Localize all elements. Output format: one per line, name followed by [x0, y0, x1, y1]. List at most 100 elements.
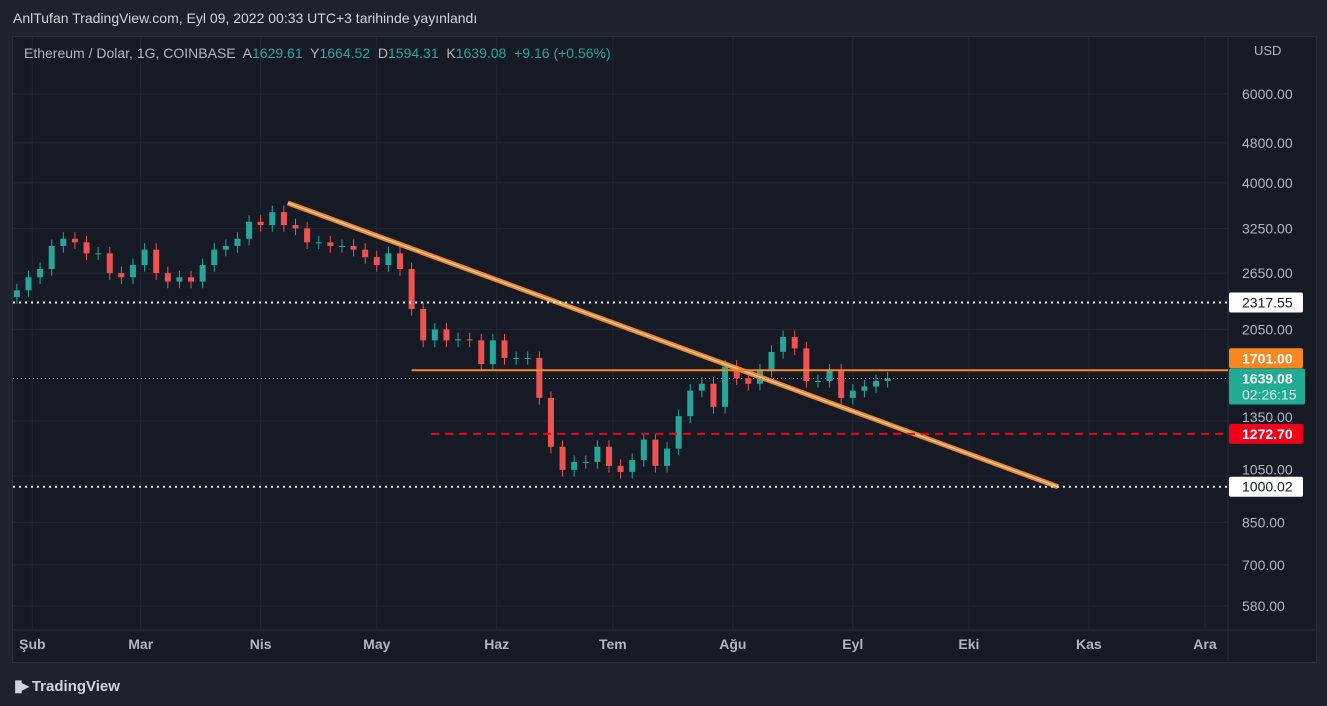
trendline	[287, 202, 1059, 488]
candle-body	[71, 238, 78, 243]
close-label: K	[446, 45, 456, 61]
candle-body	[118, 273, 125, 278]
candle-body	[338, 245, 345, 247]
candle-body	[257, 221, 264, 226]
y-tick-label: 1350.00	[1242, 409, 1293, 425]
x-tick-label: Nis	[250, 636, 272, 652]
candle-body	[675, 416, 682, 449]
symbol-legend: Ethereum / Dolar, 1G, COINBASE A1629.61 …	[24, 45, 611, 61]
candle-body	[176, 277, 183, 282]
high-value: 1664.52	[319, 45, 371, 61]
y-tick-label: 850.00	[1242, 514, 1285, 530]
y-tick-label: 4000.00	[1242, 175, 1293, 191]
price-label-box	[1229, 292, 1303, 313]
candle-body	[315, 242, 322, 244]
candle-body	[838, 370, 845, 398]
candle-body	[199, 265, 206, 282]
candle-body	[478, 340, 485, 365]
candle-body	[571, 461, 578, 470]
y-tick-label: 3250.00	[1242, 220, 1293, 236]
candle-body	[617, 465, 624, 472]
y-tick-label: 700.00	[1242, 557, 1285, 573]
candle-body	[559, 446, 566, 470]
candle-body	[547, 397, 554, 447]
open-label: A	[242, 45, 252, 61]
candle-body	[513, 357, 520, 359]
symbol-title[interactable]: Ethereum / Dolar, 1G, COINBASE	[24, 45, 236, 61]
price-label-box	[1229, 368, 1305, 405]
y-tick-label: 2050.00	[1242, 321, 1293, 337]
candle-body	[304, 228, 311, 243]
candle-body	[106, 253, 113, 274]
candle-body	[780, 337, 787, 352]
candle-body	[385, 253, 392, 266]
countdown-label: 02:26:15	[1242, 386, 1297, 402]
candle-body	[408, 269, 415, 309]
price-label-box	[1229, 476, 1303, 497]
price-label: 1639.08	[1242, 370, 1293, 386]
candle-body	[269, 212, 276, 226]
candle-body	[873, 381, 880, 387]
candle-body	[443, 329, 450, 341]
open-value: 1629.61	[252, 45, 303, 61]
candle-body	[814, 381, 821, 383]
candle-body	[95, 253, 102, 255]
price-label: 1000.02	[1242, 479, 1293, 495]
candle-body	[153, 249, 160, 274]
candle-body	[280, 212, 287, 226]
candle-body	[722, 366, 729, 407]
candle-body	[37, 269, 44, 278]
candle-body	[420, 308, 427, 341]
close-value: 1639.08	[455, 45, 507, 61]
brand-name: TradingView	[31, 677, 120, 695]
candle-body	[524, 357, 531, 359]
x-tick-label: Haz	[484, 636, 509, 652]
x-tick-label: May	[363, 636, 390, 652]
publish-info: AnlTufan TradingView.com, Eyl 09, 2022 0…	[13, 10, 478, 26]
candle-body	[664, 448, 671, 466]
candle-body	[141, 249, 148, 266]
candle-body	[13, 290, 20, 298]
candle-body	[292, 225, 299, 229]
y-tick-label: 1050.00	[1242, 462, 1293, 478]
candle-body	[246, 221, 253, 239]
candle-body	[211, 249, 218, 266]
candle-body	[60, 238, 67, 246]
y-tick-label: 6000.00	[1242, 86, 1293, 102]
candle-body	[501, 340, 508, 358]
y-tick-label: 580.00	[1242, 598, 1285, 614]
candle-body	[83, 242, 90, 254]
candle-body	[652, 439, 659, 466]
tradingview-logo[interactable]: ▮▸ TradingView	[14, 676, 120, 696]
candle-body	[48, 245, 55, 270]
candle-body	[397, 253, 403, 270]
candle-body	[629, 459, 636, 472]
price-label: 2317.55	[1242, 295, 1293, 311]
candle-body	[455, 339, 462, 341]
candle-body	[25, 277, 32, 291]
candle-body	[350, 245, 357, 250]
candle-body	[466, 339, 473, 341]
candle-body	[745, 378, 752, 384]
price-label: 1272.70	[1242, 426, 1293, 442]
candle-body	[234, 238, 241, 246]
candle-body	[373, 257, 380, 266]
x-tick-label: Eyl	[842, 636, 863, 652]
x-tick-label: Ara	[1193, 636, 1217, 652]
high-label: Y	[310, 45, 320, 61]
x-tick-label: Ağu	[719, 636, 746, 652]
chart-pane[interactable]	[12, 36, 1317, 663]
y-tick-label: 4800.00	[1242, 135, 1293, 151]
candle-body	[362, 249, 369, 258]
candle-body	[536, 357, 543, 398]
candle-body	[594, 446, 601, 462]
candle-body	[710, 383, 717, 407]
candle-body	[884, 378, 891, 382]
candle-body	[129, 265, 136, 278]
candle-body	[222, 245, 229, 250]
candle-body	[164, 273, 171, 282]
candle-body	[327, 242, 334, 246]
candle-body	[733, 366, 740, 379]
candle-body	[791, 337, 798, 349]
